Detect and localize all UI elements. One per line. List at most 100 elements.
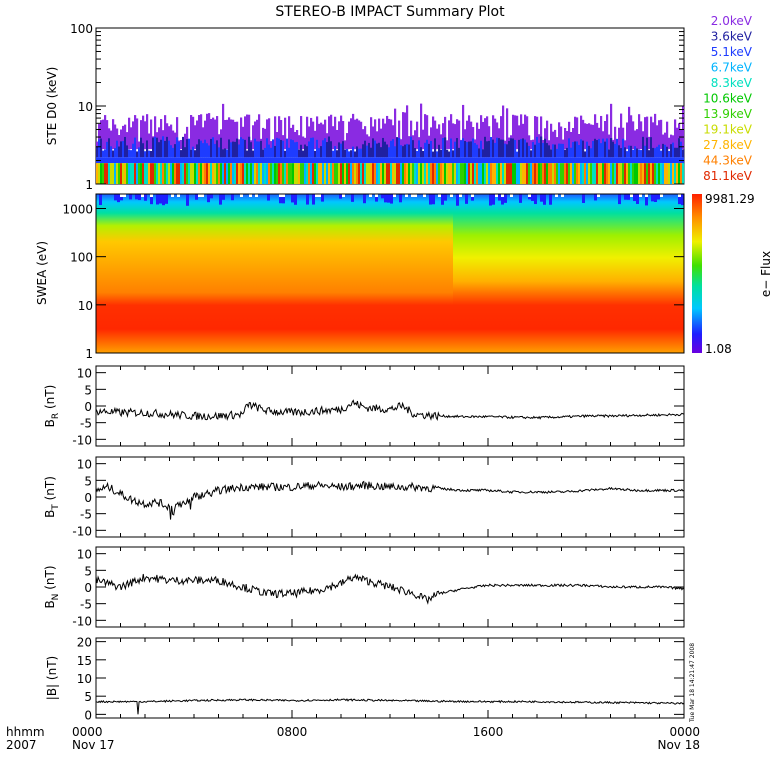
ste-bar-low	[628, 163, 631, 184]
ste-bar-2kev	[366, 134, 369, 150]
bn-ytick-label: -10	[72, 614, 92, 628]
swea-column	[393, 194, 397, 353]
ste-bar-low	[562, 163, 565, 184]
ste-bar-mid	[488, 140, 491, 158]
ste-bar-2kev	[148, 133, 151, 150]
ste-bar-2kev	[184, 133, 187, 150]
ste-bar-low	[282, 163, 285, 184]
ste-bar-low	[220, 163, 223, 184]
ste-bar-low	[382, 163, 385, 184]
ste-bar-low	[480, 163, 483, 184]
ste-bar-low	[170, 163, 173, 184]
ste-bar-mid	[658, 144, 661, 158]
ste-bar-mid	[526, 142, 529, 158]
ste-bar-low	[226, 163, 229, 184]
ste-bar-mid	[568, 138, 571, 158]
ste-bar-mid	[438, 144, 441, 158]
ste-bar-low	[416, 163, 419, 184]
ste-bar-mid	[420, 147, 423, 158]
ste-bar-mid	[210, 138, 213, 158]
swea-column	[429, 194, 433, 353]
ste-bar-2kev	[130, 127, 133, 150]
ste-bar-low	[186, 163, 189, 184]
ste-bar-5kev	[348, 157, 351, 164]
ste-bar-5kev	[152, 157, 155, 164]
swea-column	[636, 194, 640, 353]
swea-gap	[342, 194, 346, 197]
ste-bar-5kev	[598, 157, 601, 164]
ste-bar-2kev	[98, 123, 101, 150]
ste-bar-5kev	[128, 157, 131, 164]
ste-bar-mid	[418, 140, 421, 158]
ste-bar-5kev	[188, 157, 191, 164]
swea-column	[366, 194, 370, 353]
ste-bar-mid	[662, 143, 665, 158]
ste-ytick-label: 100	[70, 22, 93, 36]
ste-bar-5kev	[620, 157, 623, 164]
ste-bar-5kev	[146, 157, 149, 164]
ste-bar-2kev	[192, 116, 195, 150]
ste-bar-mid	[256, 141, 259, 158]
ste-bar-2kev	[486, 116, 489, 150]
ste-bar-low	[390, 163, 393, 184]
ste-bar-2kev	[636, 129, 639, 150]
ste-bar-mid	[276, 137, 279, 158]
ste-bar-mid	[654, 148, 657, 158]
swea-column	[132, 194, 136, 353]
ste-bar-2kev	[106, 120, 109, 150]
ste-bar-mid	[524, 139, 527, 158]
ste-bar-5kev	[206, 157, 209, 164]
swea-column	[645, 194, 649, 353]
swea-top-streak	[465, 194, 469, 204]
ste-bar-2kev	[638, 114, 641, 150]
ste-bar-mid	[260, 140, 263, 158]
ste-bar-low	[358, 163, 361, 184]
ste-bar-mid	[158, 142, 161, 158]
ste-bar-mid	[344, 149, 347, 158]
ste-bar-2kev	[342, 121, 345, 150]
ste-bar-low	[240, 163, 243, 184]
ste-bar-mid	[268, 144, 271, 158]
ste-bar-low	[180, 163, 183, 184]
ste-bar-low	[278, 163, 281, 184]
ste-bar-2kev	[650, 116, 653, 150]
x-row2-label: 2007	[6, 738, 37, 752]
ste-bar-mid	[212, 137, 215, 158]
ste-bar-low	[204, 163, 207, 184]
ste-bar-5kev	[540, 157, 543, 164]
ste-bar-5kev	[382, 157, 385, 164]
ste-bar-5kev	[650, 157, 653, 164]
bt-ylabel-unit: (nT)	[43, 476, 57, 504]
ste-bar-low	[422, 163, 425, 184]
ste-bar-mid	[190, 149, 193, 158]
ste-bar-5kev	[576, 157, 579, 164]
swea-column	[453, 194, 457, 353]
ste-bar-5kev	[164, 157, 167, 164]
swea-column	[102, 194, 106, 353]
ste-bar-mid	[214, 143, 217, 158]
swea-gap	[318, 194, 322, 197]
x-tick-date-label: Nov 18	[657, 738, 700, 752]
ste-bar-2kev	[338, 121, 341, 150]
ste-bar-low	[420, 163, 423, 184]
ste-legend-entry: 3.6keV	[711, 30, 753, 44]
ste-bar-low	[190, 163, 193, 184]
ste-bar-low	[352, 163, 355, 184]
ste-bar-mid	[502, 139, 505, 158]
swea-column	[111, 194, 115, 353]
ste-bar-5kev	[558, 157, 561, 164]
swea-column	[567, 194, 571, 353]
ste-bar-low	[492, 163, 495, 184]
ste-bar-5kev	[380, 157, 383, 164]
ste-bar-low	[378, 163, 381, 184]
swea-column	[606, 194, 610, 353]
ste-bar-low	[590, 163, 593, 184]
ste-bar-low	[502, 163, 505, 184]
ste-bar-low	[512, 163, 515, 184]
ste-bar-low	[594, 163, 597, 184]
ste-bar-2kev	[124, 124, 127, 150]
ste-bar-low	[316, 163, 319, 184]
swea-column	[168, 194, 172, 353]
swea-column	[225, 194, 229, 353]
